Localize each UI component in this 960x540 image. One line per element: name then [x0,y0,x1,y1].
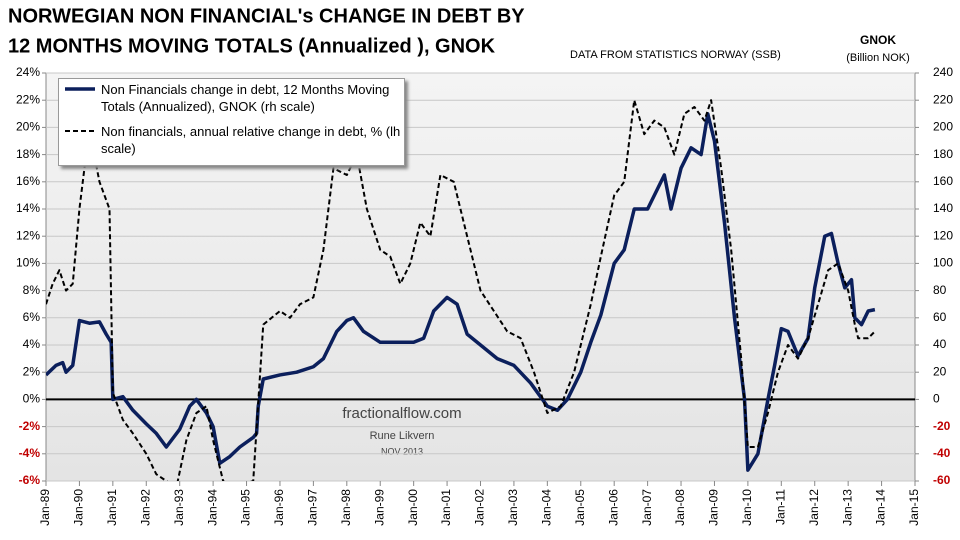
y-tick-label: 14% [16,201,40,215]
y2-sublabel: (Billion NOK) [846,52,910,64]
y-tick-label: 0% [23,392,41,406]
subtitle: DATA FROM STATISTICS NORWAY (SSB) [570,49,781,61]
x-tick-label: Jan-08 [673,489,687,526]
y2-tick-label: 200 [933,120,953,134]
y-tick-label: 6% [23,310,41,324]
x-tick-label: Jan-99 [372,489,386,526]
y2-tick-label: 0 [933,392,940,406]
chart-title: 12 MONTHS MOVING TOTALS (Annualized ), G… [8,35,496,57]
chart-title: NORWEGIAN NON FINANCIAL's CHANGE IN DEBT… [8,5,525,27]
x-tick-label: Jan-93 [172,489,186,526]
y-tick-label: 2% [23,364,41,378]
x-tick-label: Jan-11 [773,489,787,525]
watermark: fractionalflow.com [342,405,461,422]
x-tick-label: Jan-14 [874,489,888,526]
x-tick-label: Jan-09 [707,489,721,526]
y2-tick-label: 40 [933,337,947,351]
y-tick-label: 22% [16,92,40,106]
x-tick-label: Jan-13 [840,489,854,526]
legend-entry: Non financials, annual relative change i… [101,124,401,156]
y2-tick-label: 180 [933,147,953,161]
watermark: NOV 2013 [381,446,423,456]
x-tick-label: Jan-03 [506,489,520,526]
x-tick-label: Jan-10 [740,489,754,526]
y-tick-label: -2% [19,419,41,433]
x-tick-label: Jan-89 [38,489,52,526]
y-tick-label: 4% [23,337,41,351]
x-tick-label: Jan-01 [439,489,453,526]
y2-tick-label: 100 [933,256,953,270]
y2-tick-label: 140 [933,201,953,215]
x-tick-label: Jan-90 [72,489,86,526]
series-line [46,99,876,481]
x-tick-label: Jan-00 [406,489,420,526]
y2-tick-label: 20 [933,364,947,378]
y-tick-label: 8% [23,283,41,297]
y2-tick-label: 160 [933,174,953,188]
y2-tick-label: -40 [933,446,951,460]
x-tick-label: Jan-92 [138,489,152,526]
y2-tick-label: 240 [933,65,953,79]
y2-tick-label: 220 [933,92,953,106]
x-tick-label: Jan-91 [105,489,119,526]
y-tick-label: -4% [19,446,41,460]
x-tick-label: Jan-12 [807,489,821,526]
y2-tick-label: 120 [933,228,953,242]
y-tick-label: -6% [19,473,41,487]
x-tick-label: Jan-95 [239,489,253,526]
y2-tick-label: -60 [933,473,951,487]
x-tick-label: Jan-07 [640,489,654,526]
x-tick-label: Jan-96 [272,489,286,526]
y-tick-label: 10% [16,256,40,270]
y-tick-label: 18% [16,147,40,161]
y-tick-label: 20% [16,120,40,134]
x-tick-label: Jan-02 [473,489,487,526]
x-tick-label: Jan-98 [339,489,353,526]
y-tick-label: 12% [16,228,40,242]
y-tick-label: 24% [16,65,40,79]
legend-keys [65,87,95,132]
y-tick-label: 16% [16,174,40,188]
series-line [46,112,876,472]
y2-tick-label: -20 [933,419,951,433]
y2-label: GNOK [860,33,896,47]
x-tick-label: Jan-04 [540,489,554,526]
y2-tick-label: 60 [933,310,947,324]
x-tick-label: Jan-05 [573,489,587,526]
watermark: Rune Likvern [370,430,435,442]
x-tick-label: Jan-15 [907,489,921,526]
legend-entry: Non Financials change in debt, 12 Months… [101,82,390,114]
y2-tick-label: 80 [933,283,947,297]
x-tick-label: Jan-06 [606,489,620,526]
legend: Non Financials change in debt, 12 Months… [58,78,405,166]
x-tick-label: Jan-94 [205,489,219,526]
x-tick-label: Jan-97 [306,489,320,526]
